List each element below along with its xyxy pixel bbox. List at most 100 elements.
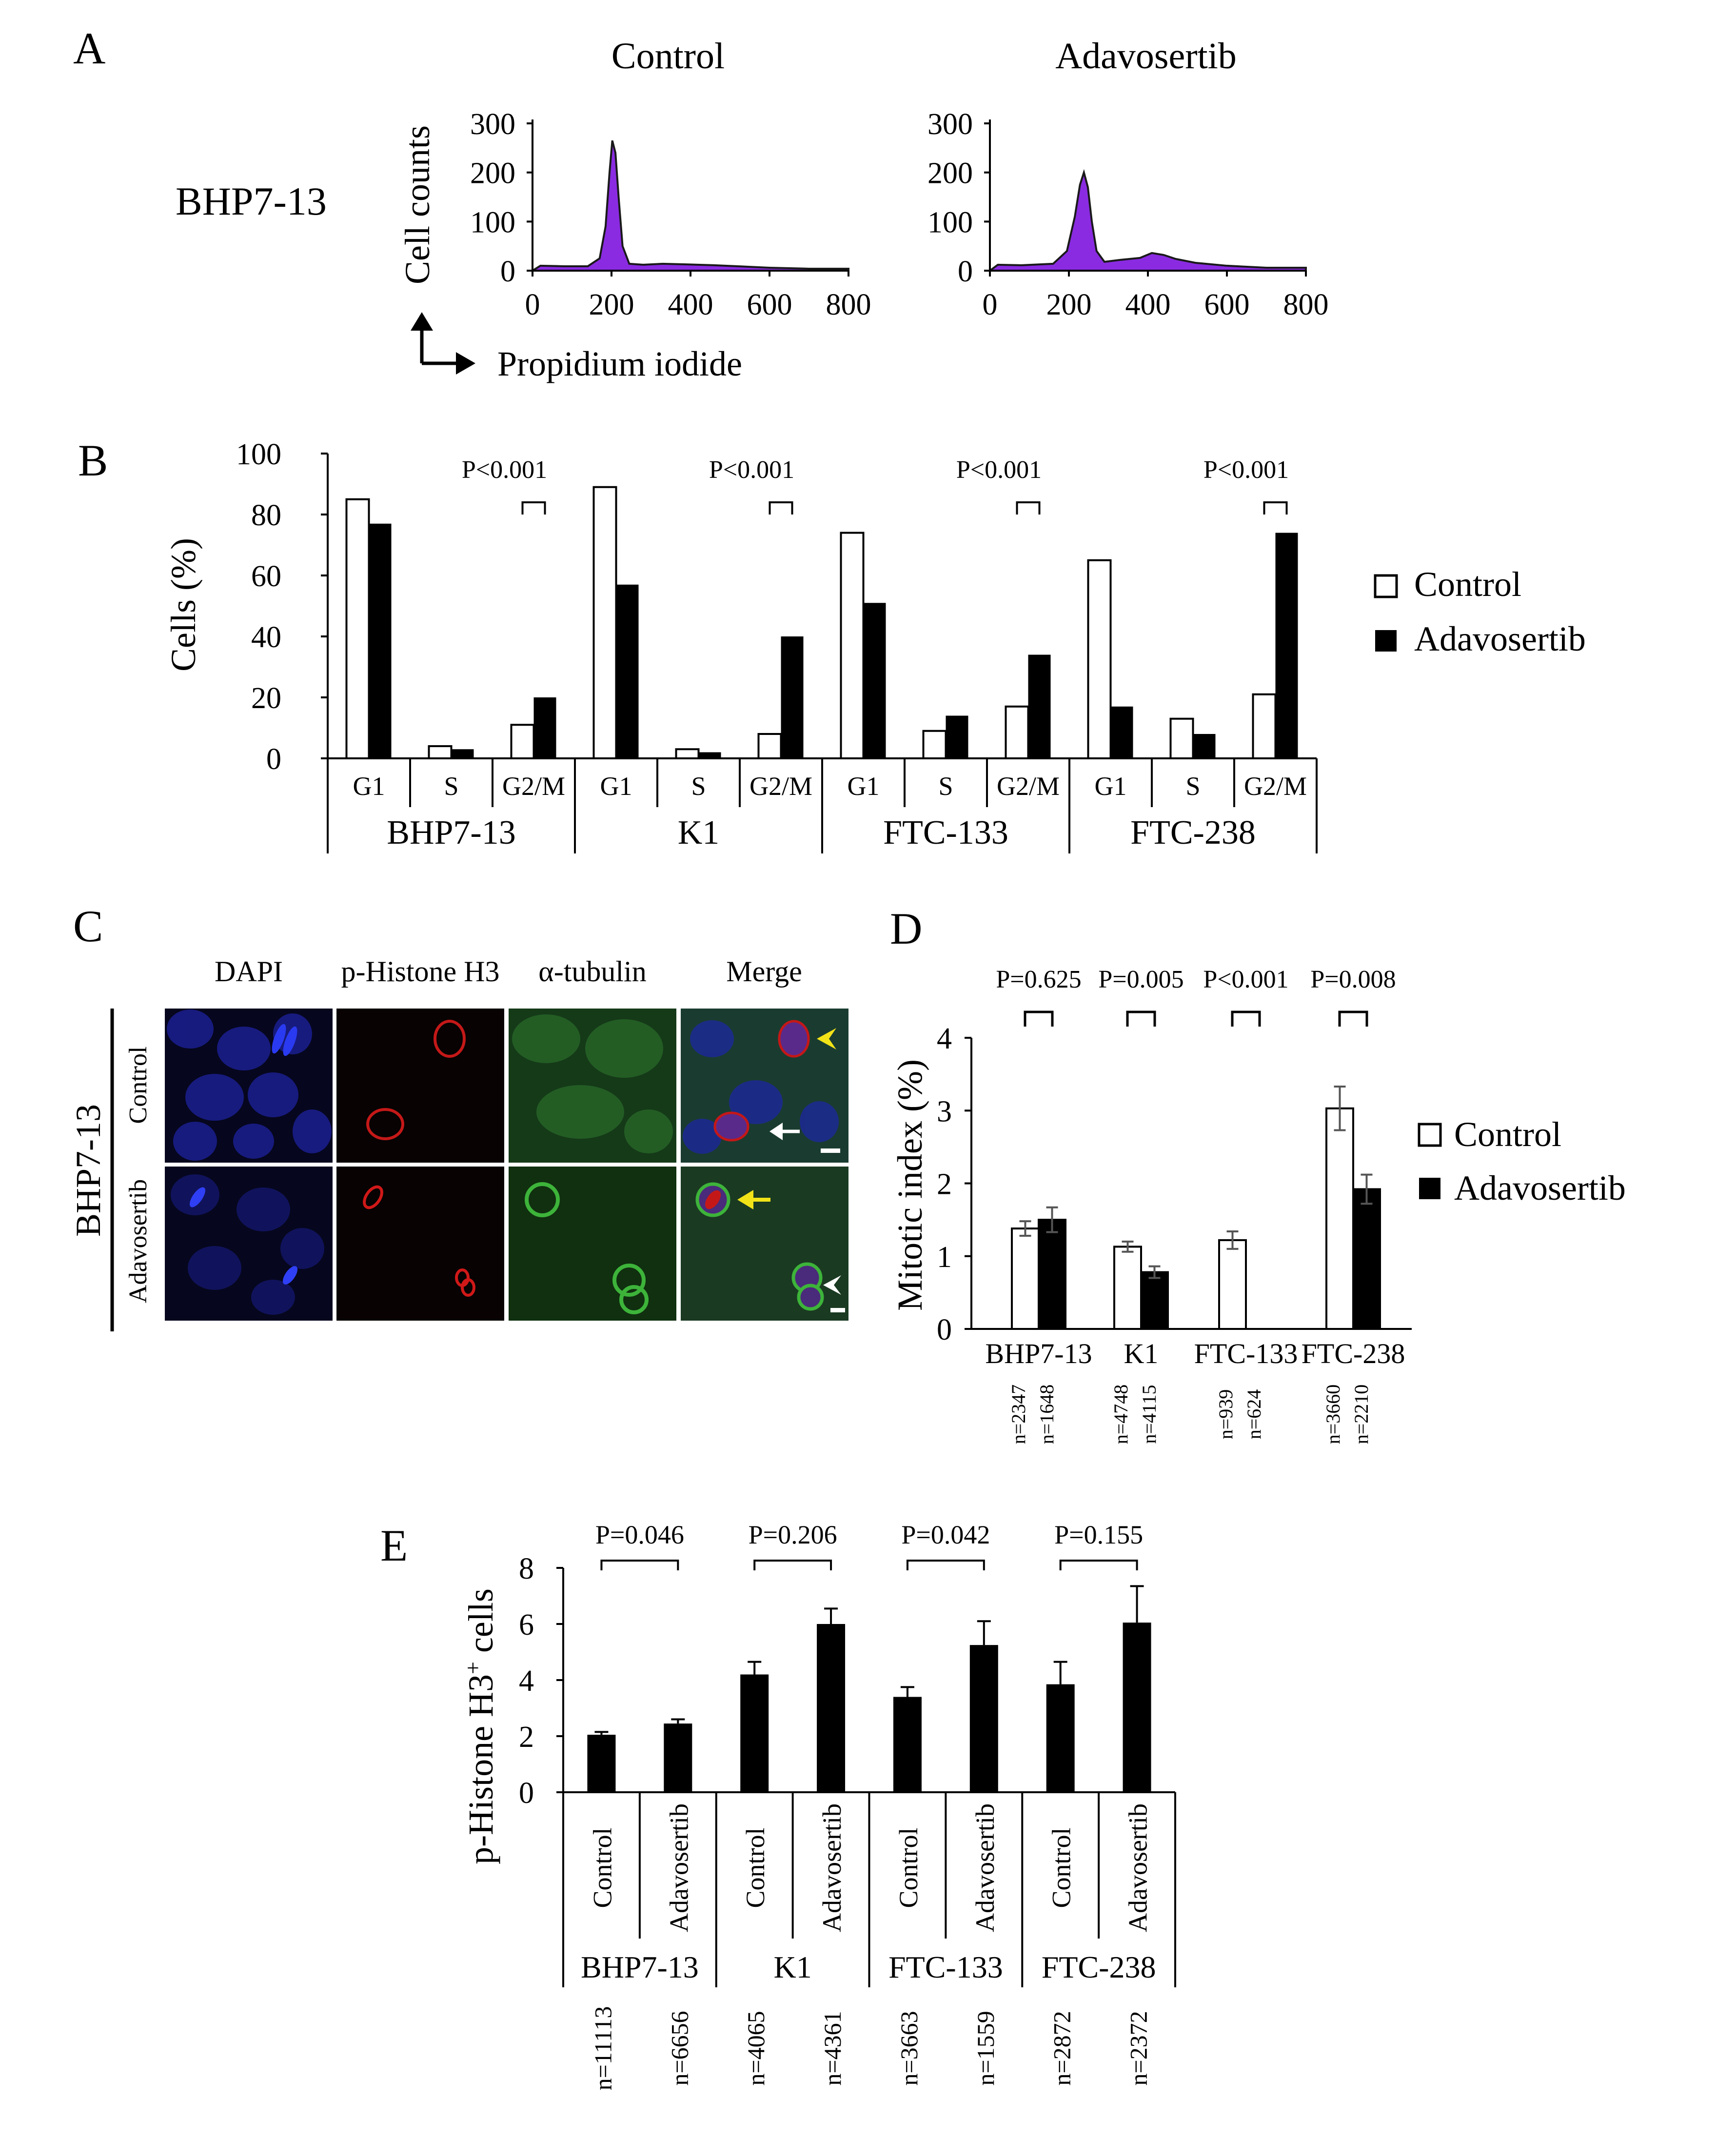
dapi-nuclei [167,1010,332,1161]
category-label: BHP7-13 [985,1338,1092,1369]
p-value-label: P=0.155 [1054,1520,1143,1549]
x-tick-label: 0 [983,288,998,321]
significance-bracket [906,1560,985,1570]
legend-adavosertib-swatch [1375,630,1397,652]
y-tick-label: 3 [937,1095,952,1128]
phase-label: G1 [1095,772,1127,801]
p-value-label: P=0.042 [901,1520,990,1549]
group-label: K1 [678,814,720,851]
y-tick-label: 0 [266,743,281,776]
bar-adavosertib [863,603,886,758]
phase-label: S [444,772,458,801]
p-value-label: P=0.625 [996,966,1081,993]
y-tick-label: 200 [470,157,515,190]
bar [587,1735,616,1792]
arrow-yellow-icon [737,1190,770,1209]
condition-label: Adavosertib [664,1803,693,1932]
significance-bracket [1059,1560,1138,1570]
y-tick-label: 1 [937,1241,952,1274]
group-label: FTC-238 [1130,814,1256,851]
group-label: K1 [774,1950,812,1984]
panel-a-xlabel: Propidium iodide [497,344,742,383]
panel-c-cell-line: BHP7-13 [69,1104,108,1237]
bar-adavosertib [451,749,474,758]
y-tick-label: 2 [937,1168,952,1201]
bar-control [1325,1107,1354,1330]
legend-control-swatch [1418,1123,1442,1147]
condition-label: Adavosertib [817,1803,847,1932]
bar-control [757,733,782,759]
phase-label: G2/M [502,772,565,801]
bar-adavosertib [1110,706,1133,758]
y-tick-label: 0 [958,255,973,288]
bar-adavosertib [1140,1271,1169,1330]
bar-adavosertib [369,523,392,758]
legend-control-label: Control [1454,1115,1561,1154]
bar-adavosertib [1193,734,1216,758]
category-label: K1 [1124,1338,1159,1369]
bar-control [840,532,865,759]
p-value-label: P<0.001 [709,456,794,484]
panel-c-row-control: Control [124,1047,152,1124]
phase-label: S [938,772,953,801]
panel-a-axis-arrows [411,312,475,375]
significance-bracket [1126,1010,1156,1027]
panel-e-chart: 0 2 4 6 8 BHP7-13 Control n=11113 Adavosertib n=6… [519,1520,1176,2091]
n-label: n=2372 [1125,2011,1152,2085]
y-tick-label: 40 [251,621,281,654]
y-tick-label: 0 [500,255,515,288]
significance-bracket [1231,1010,1261,1027]
p-value-label: P<0.001 [1203,456,1289,484]
y-tick-label: 8 [519,1552,534,1585]
panel-a-adavosertib-histogram: 0 100 200 300 0 200 400 600 800 [927,108,1329,321]
y-tick-label: 200 [927,157,973,190]
bar [969,1645,998,1792]
n-label: n=939 [1215,1389,1237,1440]
n-label: n=3663 [895,2011,923,2085]
arrowhead-yellow-icon [817,1028,836,1049]
condition-label: Control [1047,1827,1076,1908]
bar-adavosertib [616,584,639,758]
arrowhead-white-icon [823,1275,841,1295]
legend-adavosertib-swatch [1419,1178,1440,1199]
panel-d-chart: 0 1 2 3 4 n=2347 n=1648 BHP7-13 P=0.625 n=4748 n=4… [937,966,1412,1444]
y-tick-label: 60 [251,560,281,593]
n-label: n=4748 [1110,1385,1132,1445]
x-tick-label: 200 [1046,288,1092,321]
phase-label: G2/M [997,772,1060,801]
significance-bracket [753,1560,832,1570]
bar [1123,1623,1151,1792]
panel-a-adavosertib-title: Adavosertib [1055,36,1236,77]
n-label: n=11113 [589,2006,616,2091]
legend-adavosertib-label: Adavosertib [1454,1168,1626,1208]
bar-control [1005,705,1029,759]
p-value-label: P=0.046 [595,1520,684,1549]
group-label: BHP7-13 [581,1950,699,1984]
x-tick-label: 400 [668,288,713,321]
n-label: n=624 [1243,1389,1265,1440]
n-label: n=2347 [1007,1385,1029,1445]
y-tick-label: 0 [519,1777,534,1810]
bar [817,1624,846,1792]
y-tick-label: 300 [470,108,515,141]
bar-adavosertib [1275,533,1298,758]
bar [1046,1684,1075,1792]
panel-a-row-label: BHP7-13 [176,179,327,223]
micrograph-adavosertib-tubulin [509,1167,676,1321]
bar-control [592,486,617,759]
significance-bracket [1016,501,1041,515]
micrograph-adavosertib-phh3 [336,1167,504,1321]
panel-a-control-title: Control [612,36,725,77]
bar-adavosertib [698,752,721,758]
y-tick-label: 80 [251,499,281,532]
significance-bracket [1263,501,1288,515]
legend-control-swatch [1374,574,1398,598]
panel-d-ylabel: Mitotic index (%) [890,1059,929,1311]
phase-label: G1 [848,772,880,801]
y-tick-label: 2 [519,1721,534,1754]
panel-a: A BHP7-13 Control Adavosertib Cell count… [73,23,1329,383]
bar-control [1252,693,1277,759]
p-value-label: P=0.005 [1098,966,1184,993]
